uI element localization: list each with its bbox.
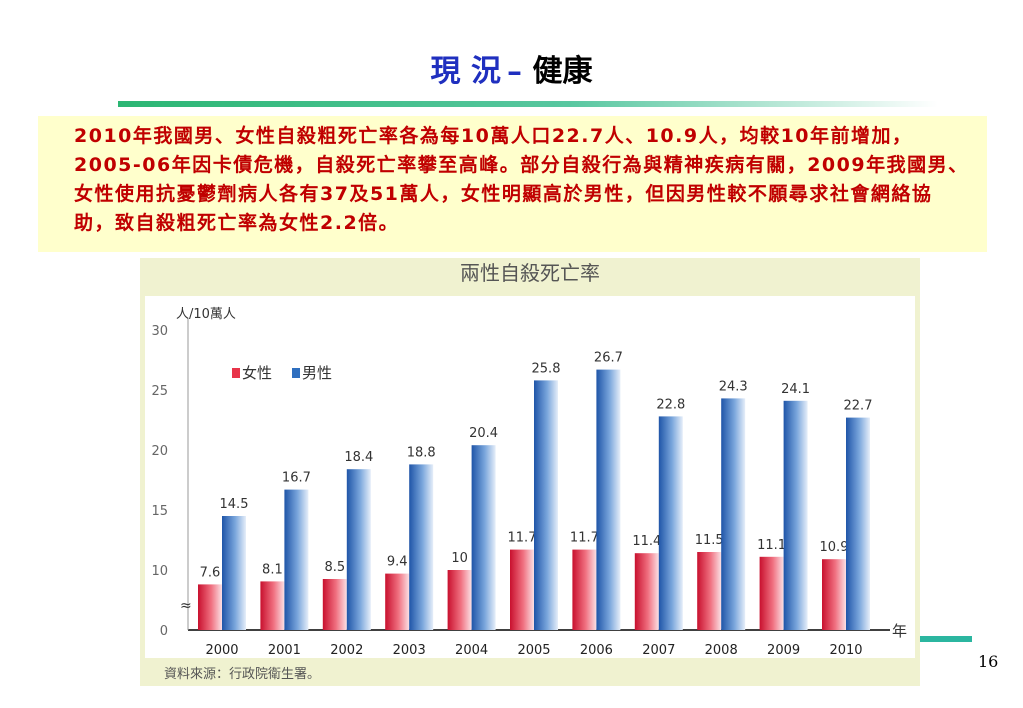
y-tick-label: 20 xyxy=(151,444,168,459)
legend-label: 女性 xyxy=(242,364,272,382)
x-tick-label: 2006 xyxy=(580,643,613,658)
legend-label: 男性 xyxy=(302,364,332,382)
bar-male xyxy=(846,417,870,630)
decorative-bar xyxy=(920,636,972,642)
x-tick-label: 2005 xyxy=(517,643,550,658)
x-axis-label: 年 xyxy=(892,622,907,640)
data-label-female: 7.6 xyxy=(200,565,221,580)
data-label-female: 8.1 xyxy=(262,562,283,577)
legend-swatch xyxy=(232,368,240,378)
page-number: 16 xyxy=(978,652,999,671)
bar-female xyxy=(385,573,410,630)
data-label-female: 10 xyxy=(451,551,468,566)
data-label-female: 11.7 xyxy=(570,531,599,546)
x-tick-label: 2010 xyxy=(829,643,862,658)
bar-female xyxy=(198,584,222,630)
title-part1: 現 況 xyxy=(430,54,501,89)
chart-title: 兩性自殺死亡率 xyxy=(460,261,600,285)
bar-male xyxy=(783,400,808,630)
x-tick-label: 2008 xyxy=(705,643,738,658)
y-tick-label: 15 xyxy=(151,504,168,519)
bar-female xyxy=(447,570,472,630)
bar-female xyxy=(759,556,784,630)
title-underline xyxy=(118,101,938,107)
bar-male xyxy=(721,398,746,630)
data-label-female: 11.5 xyxy=(695,533,724,548)
x-tick-label: 2009 xyxy=(767,643,800,658)
chart-panel: 人/10萬人 0 10 15 20 25 30 ≈ 年 女性 男性 7.6 14.5 2000 8.1 16.… xyxy=(140,258,920,686)
bar-male xyxy=(471,445,496,630)
data-label-female: 8.5 xyxy=(324,560,345,575)
x-tick-label: 2004 xyxy=(455,643,488,658)
data-label-male: 22.8 xyxy=(656,397,685,412)
summary-box: 2010年我國男、女性自殺粗死亡率各為每10萬人口22.7人、10.9人，均較1… xyxy=(38,116,987,252)
bar-female xyxy=(634,553,659,630)
data-label-male: 25.8 xyxy=(532,361,561,376)
title-part2: 健康 xyxy=(522,54,593,89)
data-label-male: 16.7 xyxy=(282,471,311,486)
bar-male xyxy=(409,464,434,630)
summary-text: 2010年我國男、女性自殺粗死亡率各為每10萬人口22.7人、10.9人，均較1… xyxy=(74,125,969,234)
axis-break-symbol: ≈ xyxy=(180,598,192,614)
page-title: 現 況 – 健康 xyxy=(0,52,1023,92)
title-dash: – xyxy=(507,54,522,89)
bar-male xyxy=(284,489,309,630)
y-tick-label: 30 xyxy=(151,324,168,339)
data-label-female: 10.9 xyxy=(820,540,849,555)
data-label-male: 14.5 xyxy=(220,497,249,512)
bar-male xyxy=(596,369,621,630)
data-label-female: 11.7 xyxy=(508,531,537,546)
data-label-female: 11.1 xyxy=(757,538,786,553)
source-note: 資料來源：行政院衛生署。 xyxy=(164,667,321,682)
data-label-male: 20.4 xyxy=(469,426,498,441)
bar-female xyxy=(322,579,347,630)
bar-female xyxy=(697,552,722,630)
x-tick-label: 2002 xyxy=(330,643,363,658)
data-label-male: 22.7 xyxy=(844,399,873,414)
y-tick-label: 0 xyxy=(160,624,168,639)
bar-male xyxy=(346,469,371,630)
data-label-male: 24.3 xyxy=(719,379,748,394)
bar-male xyxy=(658,416,683,630)
y-axis-label: 人/10萬人 xyxy=(176,307,236,322)
data-label-male: 18.8 xyxy=(407,445,436,460)
legend-swatch xyxy=(292,368,300,378)
data-label-male: 18.4 xyxy=(344,450,373,465)
data-label-male: 24.1 xyxy=(781,382,810,397)
data-label-female: 9.4 xyxy=(387,555,408,570)
bar-male xyxy=(534,380,558,630)
chart-svg: 人/10萬人 0 10 15 20 25 30 ≈ 年 女性 男性 7.6 14.5 2000 8.1 16.… xyxy=(145,296,915,658)
bar-female xyxy=(572,549,597,630)
bar-female xyxy=(822,559,846,630)
bar-male xyxy=(222,516,246,630)
x-tick-label: 2007 xyxy=(642,643,675,658)
y-tick-label: 10 xyxy=(151,564,168,579)
bar-female xyxy=(260,581,285,630)
y-tick-label: 25 xyxy=(151,384,168,399)
x-tick-label: 2001 xyxy=(268,643,301,658)
data-label-male: 26.7 xyxy=(594,351,623,366)
x-tick-label: 2003 xyxy=(393,643,426,658)
x-tick-label: 2000 xyxy=(205,643,238,658)
bar-female xyxy=(510,549,534,630)
data-label-female: 11.4 xyxy=(632,534,661,549)
